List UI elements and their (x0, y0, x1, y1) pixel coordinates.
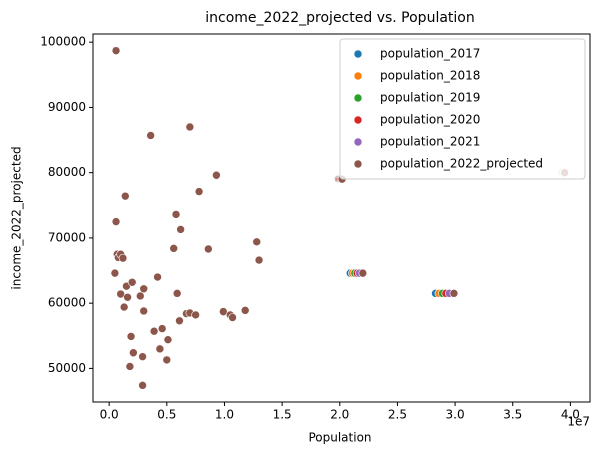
point (449, 289, 459, 298)
y-tick-label: 70000 (48, 230, 86, 244)
point (149, 326, 159, 336)
x-tick-label: 4.0 (561, 408, 580, 422)
point (240, 306, 250, 315)
point (204, 244, 213, 254)
y-axis-label: income_2022_projected (10, 146, 24, 289)
point (157, 324, 167, 333)
x-tick-label: 0.5 (157, 408, 176, 422)
point (252, 237, 262, 247)
legend: population_2017 population_2018 population… (339, 38, 586, 180)
point (191, 310, 200, 320)
point (118, 253, 128, 263)
point (176, 225, 185, 234)
point (119, 302, 129, 312)
point (123, 292, 132, 302)
y-tick-label: 50000 (48, 361, 86, 375)
legend-marker (353, 115, 363, 125)
point (139, 284, 149, 294)
legend-label: population_2021 (380, 135, 480, 149)
point (358, 268, 368, 278)
legend-marker (353, 93, 363, 103)
x-tick-label: 3.0 (446, 408, 465, 422)
legend-marker (353, 137, 363, 147)
point (138, 381, 147, 390)
x-tick-label: 2.0 (330, 408, 349, 422)
y-tick-label: 90000 (48, 100, 86, 114)
x-tick-label: 3.5 (503, 408, 522, 422)
x-tick-label: 1.0 (215, 408, 234, 422)
point (125, 362, 135, 371)
plot-frame (92, 33, 591, 403)
point (175, 316, 184, 326)
point (163, 335, 173, 344)
legend-label: population_2018 (380, 69, 480, 83)
point (194, 187, 204, 196)
point (129, 348, 138, 358)
point (111, 217, 121, 226)
point (254, 255, 264, 265)
legend-marker (353, 71, 363, 81)
x-axis-label: Population (308, 431, 371, 445)
point (126, 332, 136, 341)
point (212, 170, 221, 180)
x-tick-label: 0.0 (100, 408, 119, 422)
point (138, 352, 147, 361)
point (120, 191, 130, 201)
y-tick-label: 100000 (40, 35, 86, 49)
point (169, 244, 179, 253)
legend-marker (353, 159, 363, 169)
point (171, 210, 181, 219)
point (116, 289, 125, 299)
point (139, 306, 149, 316)
y-tick-label: 80000 (48, 165, 86, 179)
legend-box (339, 38, 586, 180)
point (110, 268, 120, 278)
x-offset-label: 1e7 (567, 415, 590, 429)
point (127, 277, 137, 287)
point (111, 46, 121, 55)
legend-marker (353, 49, 363, 59)
point (172, 289, 182, 298)
point (228, 313, 237, 322)
legend-label: population_2022_projected (380, 157, 543, 171)
legend-label: population_2017 (380, 47, 480, 61)
point (153, 272, 162, 282)
chart-title: income_2022_projected vs. Population (205, 10, 474, 26)
legend-label: population_2019 (380, 91, 480, 105)
point (155, 344, 165, 354)
legend-label: population_2020 (380, 113, 480, 127)
y-tick-label: 60000 (48, 296, 86, 310)
point (146, 131, 155, 140)
point (135, 291, 145, 301)
x-tick-label: 2.5 (388, 408, 407, 422)
point (162, 355, 172, 365)
point (219, 307, 228, 316)
x-tick-label: 1.5 (273, 408, 292, 422)
point (185, 122, 195, 132)
